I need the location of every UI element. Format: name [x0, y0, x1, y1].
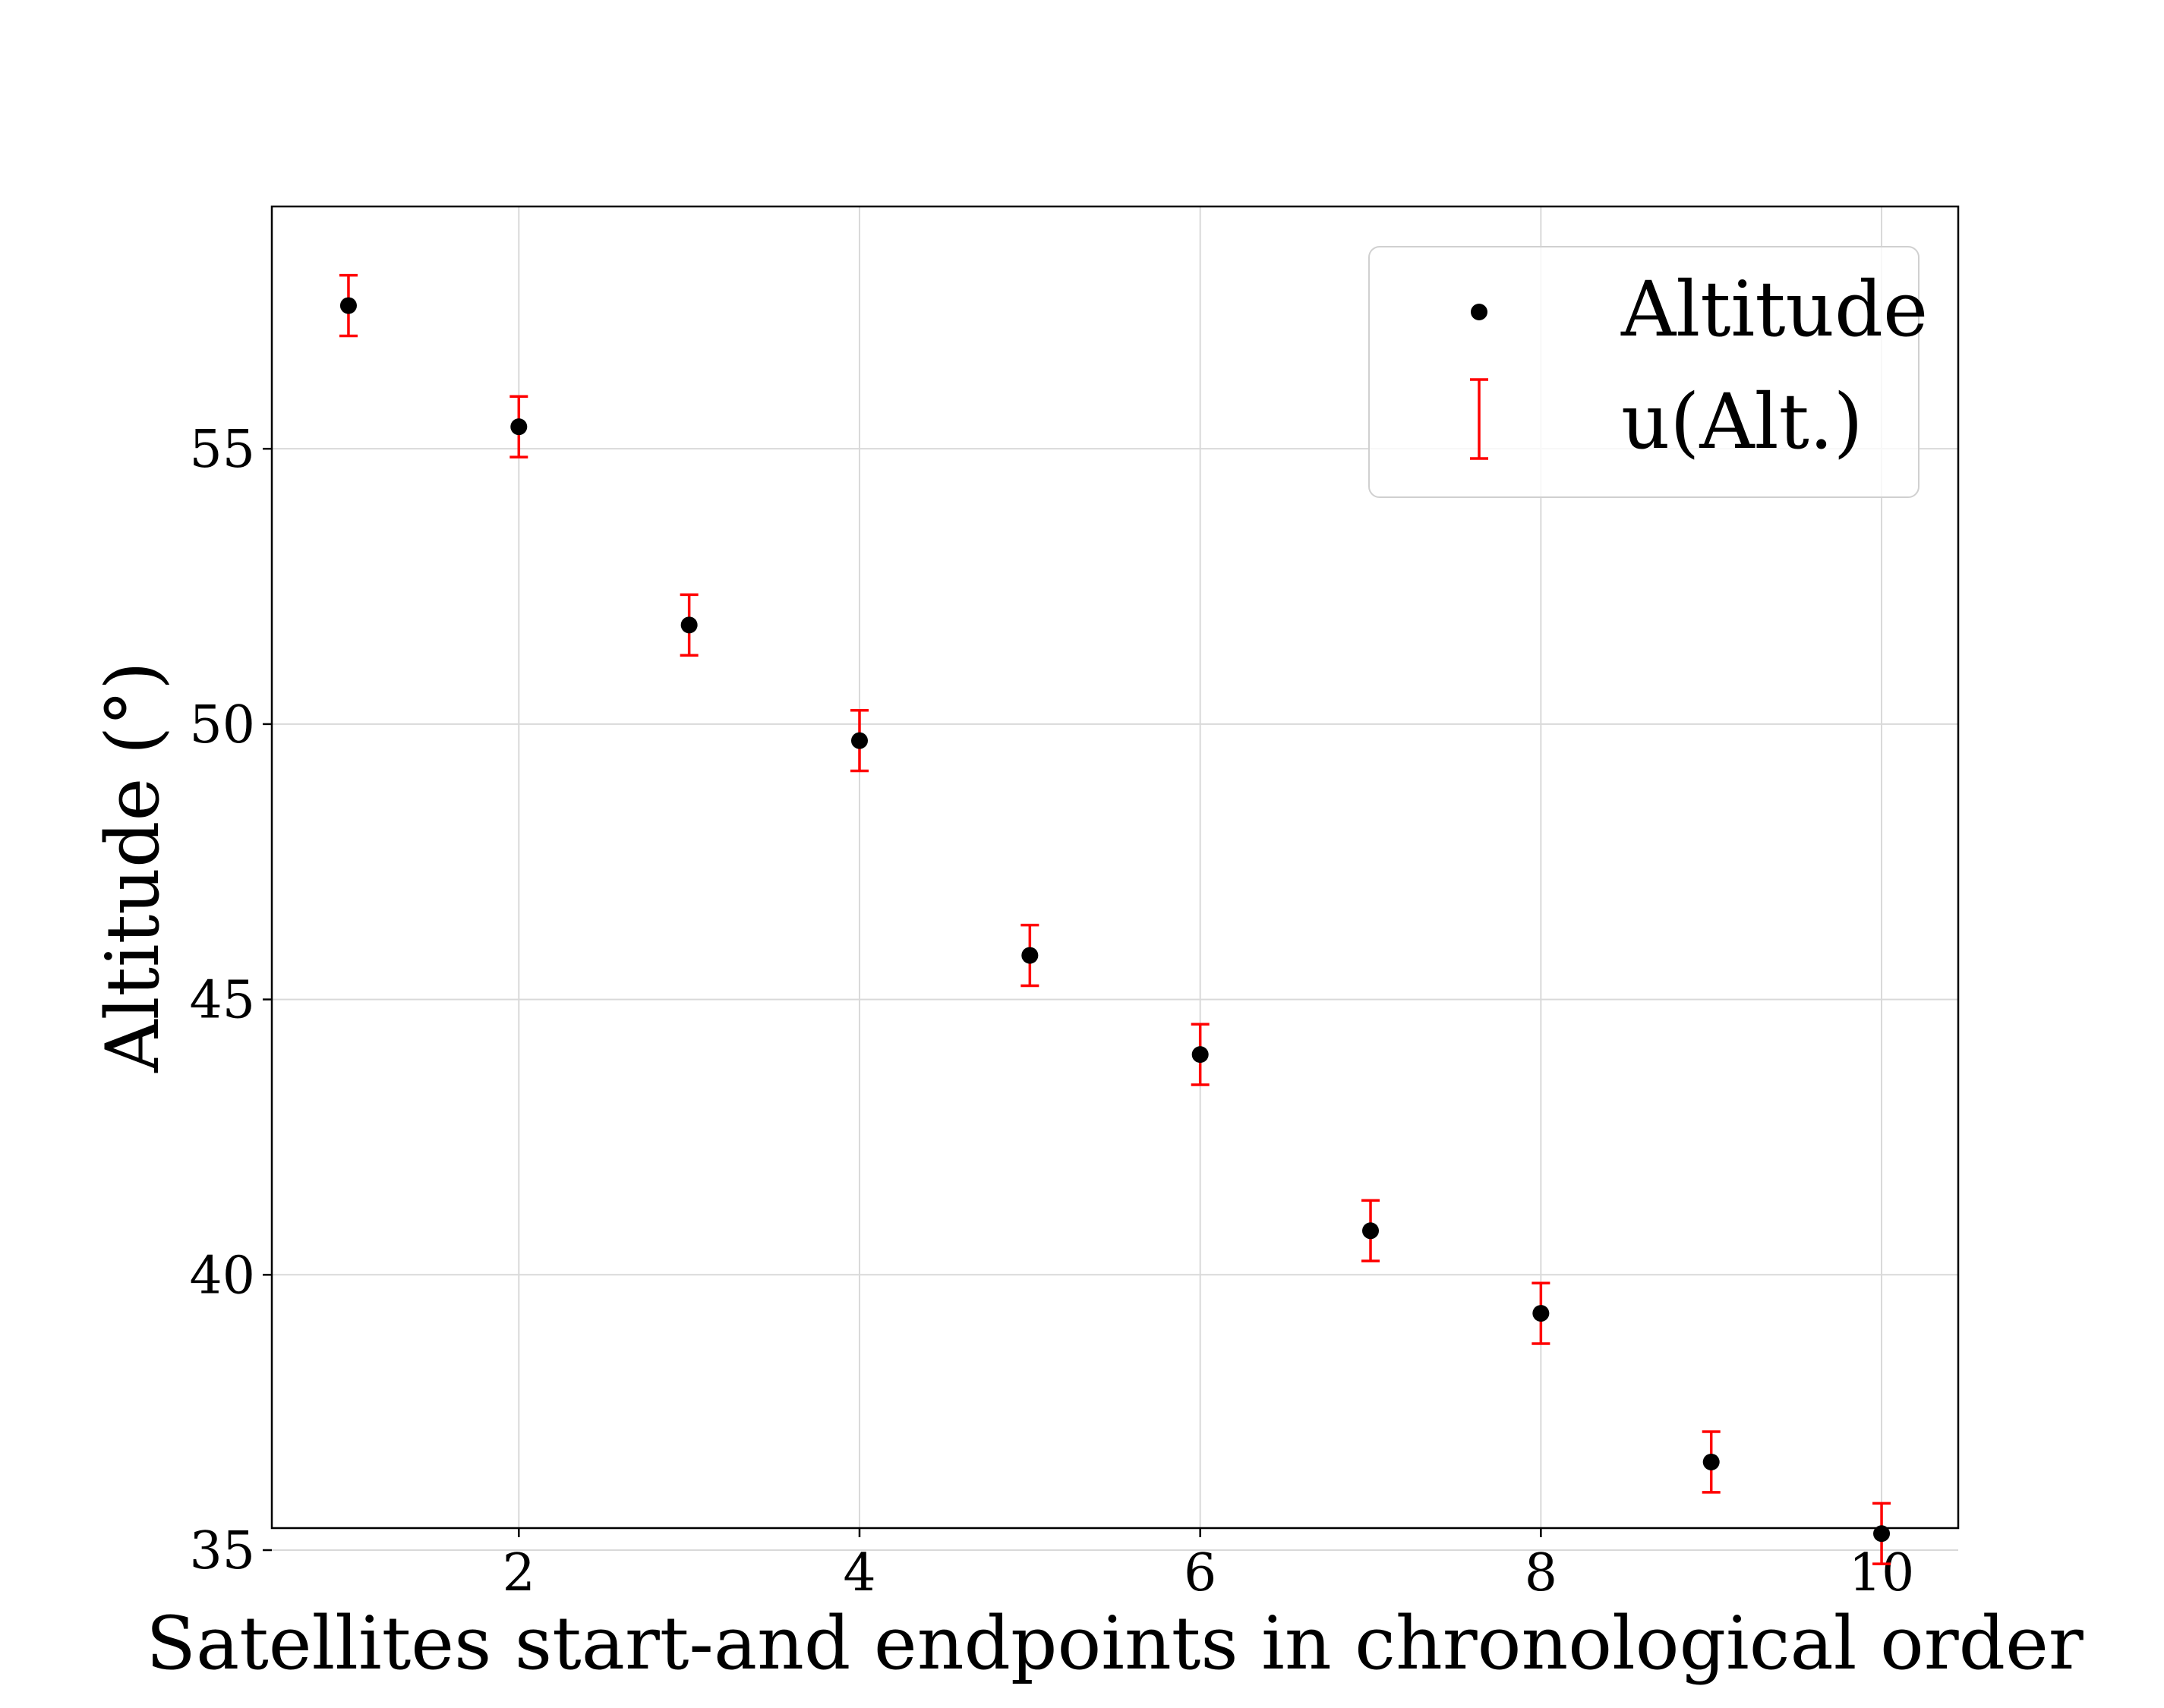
x-tick-label: 2: [503, 1543, 535, 1603]
data-series: [339, 273, 1891, 1565]
data-point: [680, 616, 698, 634]
x-tick-label: 6: [1184, 1543, 1216, 1603]
data-point: [1362, 1222, 1380, 1240]
y-tick-label: 45: [189, 971, 255, 1031]
data-point: [510, 418, 528, 436]
data-point: [1021, 947, 1039, 964]
data-point-group: [1702, 1430, 1721, 1494]
data-point: [339, 297, 357, 314]
data-point: [850, 732, 868, 749]
y-tick-label: 50: [189, 695, 255, 755]
data-point: [1702, 1453, 1720, 1470]
legend-marker-altitude: [1471, 304, 1487, 320]
data-point-group: [339, 273, 358, 338]
y-tick-label: 35: [189, 1521, 255, 1581]
data-point-group: [1361, 1199, 1380, 1262]
legend: Altitude u(Alt.): [1368, 246, 1928, 498]
legend-label-uncertainty: u(Alt.): [1621, 377, 1863, 466]
data-point-group: [1532, 1281, 1550, 1345]
x-tick-label: 8: [1525, 1543, 1557, 1603]
x-axis-label: Satellites start-and endpoints in chrono…: [146, 1601, 2084, 1686]
data-point: [1873, 1525, 1891, 1543]
y-axis: 35 40 45 50 55: [189, 420, 272, 1581]
data-point-group: [680, 593, 699, 657]
data-point: [1532, 1305, 1550, 1322]
plot-area-frame: [270, 205, 1960, 1530]
y-tick-label: 55: [189, 420, 255, 480]
x-axis: 2 4 6 8 10: [503, 1528, 1914, 1603]
y-tick-label: 40: [189, 1246, 255, 1306]
x-tick-label: 4: [843, 1543, 875, 1603]
data-point-group: [1191, 1023, 1210, 1086]
legend-box: [1368, 246, 1920, 498]
legend-marker-uncertainty: [1470, 378, 1488, 460]
y-axis-label: Altitude (°): [90, 661, 175, 1073]
data-point-group: [850, 709, 869, 773]
legend-label-altitude: Altitude: [1620, 265, 1928, 354]
data-point-group: [1020, 923, 1039, 988]
data-point-group: [509, 395, 528, 459]
data-point: [1191, 1046, 1209, 1064]
data-point-group: [1872, 1502, 1891, 1565]
